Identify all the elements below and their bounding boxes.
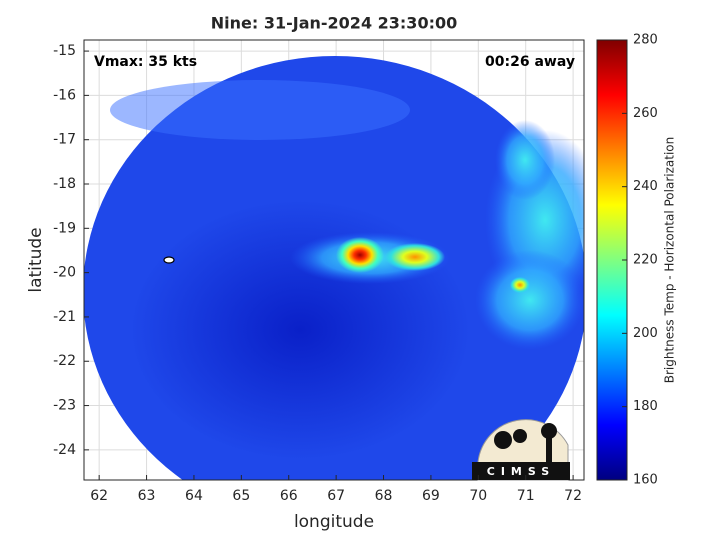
colorbar-tick-label: 180 [633,399,658,414]
x-tick-label: 69 [422,488,440,504]
colorbar-tick-label: 220 [633,253,658,268]
y-tick-label: -17 [53,132,76,148]
y-tick-label: -22 [53,353,76,369]
x-axis-label: longitude [294,512,374,532]
x-tick-label: 67 [327,488,345,504]
x-tick-label: 63 [138,488,156,504]
y-tick-label: -24 [53,442,76,458]
y-tick-label: -18 [53,176,76,192]
satellite-image [84,56,584,480]
chart-title: Nine: 31-Jan-2024 23:30:00 [211,14,457,33]
colorbar-tick-label: 200 [633,326,658,341]
colorbar-tick-label: 240 [633,179,658,194]
logo-text: CIMSS [487,465,555,478]
x-tick-label: 64 [185,488,203,504]
x-tick-label: 66 [280,488,298,504]
x-tick-label: 62 [90,488,108,504]
y-axis-label: latitude [26,227,46,292]
y-tick-label: -15 [53,43,76,59]
x-tick-label: 68 [375,488,393,504]
colorbar-tick-label: 160 [633,473,658,488]
y-tick-label: -21 [53,309,76,325]
x-tick-label: 65 [232,488,250,504]
y-tick-label: -19 [53,220,76,236]
axes-box [83,39,585,481]
marker [163,256,175,264]
x-tick-label: 72 [564,488,582,504]
colorbar-tick-label: 260 [633,106,658,121]
colorbar-tick-label: 280 [633,33,658,48]
y-tick-label: -16 [53,87,76,103]
y-tick-label: -20 [53,265,76,281]
x-tick-label: 71 [517,488,535,504]
x-tick-label: 70 [469,488,487,504]
logo: CIMSS [472,419,570,481]
annotation: Vmax: 35 kts [94,54,197,70]
annotation: 00:26 away [485,54,575,70]
y-tick-label: -23 [53,398,76,414]
colorbar-label: Brightness Temp - Horizontal Polarizatio… [663,137,677,384]
